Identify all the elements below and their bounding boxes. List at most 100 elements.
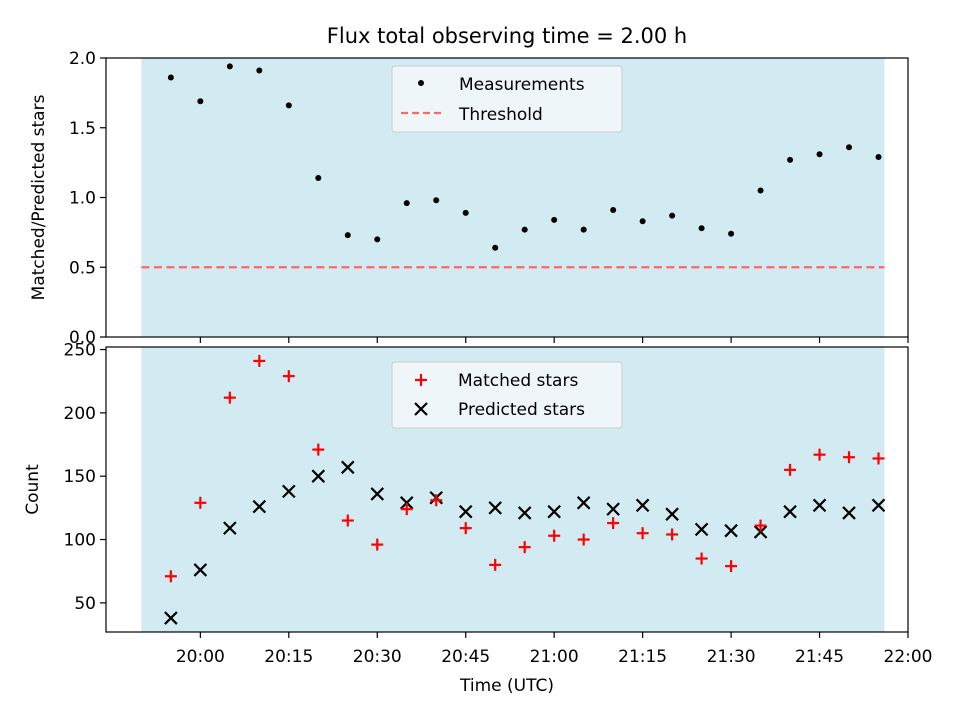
predicted-star-point xyxy=(606,502,620,516)
measurement-point xyxy=(669,212,676,219)
legend-cross-b xyxy=(414,402,428,416)
predicted-star-point xyxy=(282,484,296,499)
measurement-point xyxy=(846,144,853,151)
measurement-point xyxy=(315,174,322,181)
bottom-y-axis-label: Count xyxy=(23,464,43,515)
predicted-star-point-b xyxy=(665,507,679,521)
bottom-y-tick-label: 100 xyxy=(64,531,96,551)
measurement-point xyxy=(698,225,705,232)
matched-star-point xyxy=(725,560,738,573)
predicted-star-point-b xyxy=(341,460,355,475)
bottom-legend-box xyxy=(391,361,623,429)
matched-star-point xyxy=(341,514,354,527)
top-legend-box xyxy=(391,65,623,133)
measurement-point xyxy=(551,216,558,223)
predicted-star-point xyxy=(370,487,385,501)
chart-title: Flux total observing time = 2.00 h xyxy=(327,24,687,48)
predicted-star-point-b xyxy=(164,611,178,625)
matched-star-point xyxy=(843,451,856,464)
predicted-star-point xyxy=(488,501,502,515)
top-panel: 0.00.51.01.52.0 Matched/Predicted stars … xyxy=(29,49,909,348)
x-axis-label: Time (UTC) xyxy=(459,676,554,696)
x-tick-label: 20:15 xyxy=(264,647,313,667)
predicted-star-point xyxy=(576,496,591,510)
top-axes-frame xyxy=(105,57,909,338)
predicted-star-point xyxy=(223,521,237,535)
predicted-star-point-b xyxy=(547,504,561,519)
top-y-axis-label: Matched/Predicted stars xyxy=(29,94,49,300)
predicted-star-point xyxy=(399,496,414,510)
legend-threshold-label: Threshold xyxy=(458,105,543,125)
matched-star-point xyxy=(666,528,679,541)
matched-star-point xyxy=(194,496,207,509)
predicted-star-point-b xyxy=(458,504,473,519)
measurement-point xyxy=(610,207,617,214)
measurement-point xyxy=(728,230,735,237)
predicted-star-point-b xyxy=(753,525,768,539)
x-tick-label: 21:45 xyxy=(795,647,844,667)
legend-matched-marker xyxy=(415,374,427,386)
predicted-star-point-b xyxy=(871,498,886,513)
predicted-star-point-b xyxy=(223,521,237,535)
predicted-star-point-b xyxy=(606,502,620,516)
matched-star-point xyxy=(489,558,502,571)
predicted-star-point xyxy=(458,504,473,519)
legend-matched-label: Matched stars xyxy=(458,371,578,391)
bottom-y-tick-label: 150 xyxy=(64,467,96,487)
matched-star-point xyxy=(872,452,885,465)
measurement-points xyxy=(167,63,882,251)
matched-star-point xyxy=(282,370,295,383)
predicted-star-point-b xyxy=(783,504,797,519)
predicted-star-point xyxy=(783,504,797,519)
measurement-point xyxy=(374,236,381,243)
measurement-point xyxy=(197,98,204,105)
measurement-point xyxy=(433,197,440,204)
matched-star-point xyxy=(636,527,649,540)
predicted-star-point xyxy=(164,611,178,625)
measurement-point xyxy=(816,151,823,158)
legend-predicted-marker xyxy=(414,402,428,416)
predicted-star-point xyxy=(694,522,709,537)
predicted-star-point xyxy=(547,504,561,519)
measurement-point xyxy=(639,218,646,225)
measurement-point xyxy=(167,74,174,81)
predicted-star-point xyxy=(665,507,679,521)
top-y-tick-label: 2.0 xyxy=(69,49,96,69)
x-tick-label: 21:15 xyxy=(618,647,667,667)
legend-measurements-label: Measurements xyxy=(459,75,585,95)
matched-star-point xyxy=(813,448,826,461)
legend-cross xyxy=(414,402,428,416)
top-x-axis-ticks xyxy=(199,337,909,343)
matched-star-point xyxy=(695,552,708,565)
bottom-panel: 50 100 150 200 250 20:00 20:15 20:30 20:45 21:00… xyxy=(23,341,933,696)
predicted-star-point xyxy=(193,563,208,577)
predicted-star-point xyxy=(311,469,326,483)
predicted-star-point-b xyxy=(724,523,738,538)
top-y-tick-label: 1.5 xyxy=(69,119,96,139)
measurement-point xyxy=(521,226,528,233)
predicted-star-point-b xyxy=(576,496,591,510)
predicted-star-point xyxy=(252,499,267,514)
predicted-star-point-b xyxy=(252,499,267,514)
measurement-point xyxy=(403,200,410,207)
bottom-y-tick-label: 50 xyxy=(74,594,96,614)
bottom-legend: Matched stars Predicted stars xyxy=(391,361,623,429)
matched-star-point xyxy=(312,443,325,456)
x-tick-label: 20:45 xyxy=(441,647,490,667)
predicted-star-point-b xyxy=(842,506,856,520)
matched-star-point xyxy=(400,503,413,516)
x-tick-label: 22:00 xyxy=(884,647,933,667)
predicted-star-point-b xyxy=(370,487,385,501)
predicted-star-point-b xyxy=(311,469,326,483)
measurement-point xyxy=(787,156,794,163)
bottom-y-tick-label: 200 xyxy=(64,404,96,424)
matched-star-point xyxy=(253,354,266,367)
bottom-x-axis: 20:00 20:15 20:30 20:45 21:00 21:15 21:30 21:45… xyxy=(176,632,933,667)
matched-star-point xyxy=(754,519,767,532)
matched-star-point xyxy=(164,570,177,583)
bottom-axes-frame xyxy=(105,346,909,633)
x-tick-label: 21:30 xyxy=(707,647,756,667)
measurement-point xyxy=(256,67,263,74)
legend-plus xyxy=(415,374,427,386)
